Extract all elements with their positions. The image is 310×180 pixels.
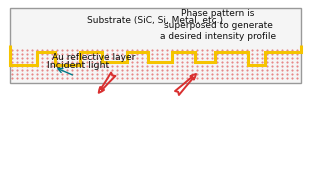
Bar: [10, 8, 301, 83]
Text: Au reflective layer: Au reflective layer: [52, 53, 135, 62]
Text: Substrate (SiC, Si, Metal, etc.): Substrate (SiC, Si, Metal, etc.): [87, 15, 223, 24]
Text: Phase pattern is
superposed to generate
a desired intensity profile: Phase pattern is superposed to generate …: [160, 9, 276, 41]
Text: Incident light: Incident light: [47, 62, 109, 71]
